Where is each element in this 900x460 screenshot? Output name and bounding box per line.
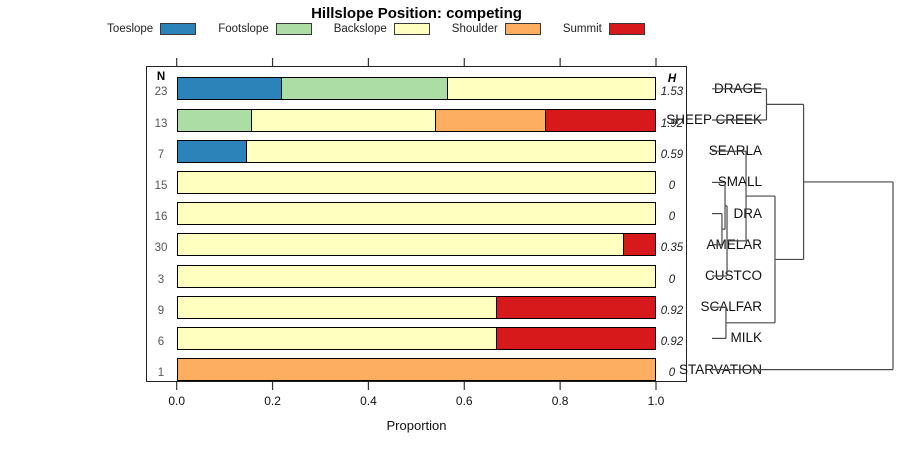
bar-segment-backslope — [177, 203, 655, 225]
plot-area-border — [146, 66, 687, 382]
row-label: MILK — [730, 330, 762, 346]
stacked-bar — [176, 326, 656, 350]
row-label: SMALL — [717, 174, 762, 190]
legend-item: Footslope — [218, 23, 312, 35]
shannon-h-value: 0 — [668, 179, 676, 192]
bar-segment-footslope — [177, 109, 252, 131]
legend-swatch — [504, 23, 541, 35]
bar-segment-backslope — [177, 296, 496, 318]
bar-segment-backslope — [251, 109, 435, 131]
stacked-bar — [176, 108, 656, 132]
n-value: 23 — [154, 86, 168, 99]
shannon-h-value: 0 — [668, 367, 676, 380]
bar-segment-summit — [544, 109, 655, 131]
row-label: SEARLA — [708, 143, 762, 159]
n-value: 3 — [157, 273, 165, 286]
legend-item: Shoulder — [452, 23, 541, 35]
x-tick-label: 0.6 — [455, 394, 473, 408]
x-axis-title: Proportion — [386, 418, 447, 433]
chart-title: Hillslope Position: competing — [311, 5, 522, 22]
x-tick-label: 0.0 — [168, 394, 186, 408]
bar-segment-footslope — [281, 78, 448, 100]
shannon-h-value: 0.59 — [660, 148, 684, 161]
stacked-bar — [176, 202, 656, 226]
n-value: 16 — [154, 211, 168, 224]
n-value: 7 — [157, 148, 165, 161]
shannon-h-value: 0.92 — [660, 335, 684, 348]
n-value: 6 — [157, 335, 165, 348]
shannon-h-value: 1.53 — [660, 86, 684, 99]
row-label: DRA — [733, 205, 762, 221]
legend-item: Toeslope — [107, 23, 197, 35]
legend-label: Shoulder — [451, 23, 498, 35]
shannon-h-value: 1.92 — [660, 117, 684, 130]
stacked-bar — [176, 264, 656, 288]
legend-label: Summit — [562, 23, 602, 35]
bar-segment-backslope — [245, 140, 655, 162]
n-value: 13 — [154, 117, 168, 130]
stacked-bar — [176, 170, 656, 194]
n-value: 30 — [154, 242, 168, 255]
bar-segment-backslope — [177, 171, 655, 193]
stacked-bar — [176, 139, 656, 163]
stacked-bar — [176, 233, 656, 257]
x-tick-label: 0.4 — [360, 394, 377, 408]
h-column-header: H — [667, 73, 677, 85]
legend-swatch — [608, 23, 645, 35]
n-value: 15 — [154, 179, 168, 192]
bar-segment-shoulder — [434, 109, 545, 131]
legend-label: Toeslope — [107, 23, 154, 35]
row-label: STARVATION — [678, 361, 762, 377]
legend-swatch — [275, 23, 312, 35]
shannon-h-value: 0 — [668, 273, 676, 286]
x-tick-label: 0.8 — [551, 394, 569, 408]
legend-label: Backslope — [333, 23, 387, 35]
legend-swatch — [160, 23, 197, 35]
bar-segment-toeslope — [177, 140, 246, 162]
x-tick-label: 0.2 — [264, 394, 281, 408]
n-value: 9 — [157, 304, 165, 317]
bar-segment-toeslope — [177, 78, 282, 100]
row-label: AMELAR — [706, 236, 762, 252]
bar-segment-backslope — [177, 327, 496, 349]
legend: Toeslope Footslope Backslope Shoulder Summit — [70, 23, 682, 35]
bar-segment-backslope — [177, 265, 655, 287]
stacked-bar — [176, 77, 656, 101]
bar-segment-summit — [623, 234, 655, 256]
bar-segment-backslope — [177, 234, 624, 256]
row-label: CUSTCO — [705, 268, 762, 283]
bar-segment-shoulder — [177, 359, 655, 381]
legend-label: Footslope — [218, 23, 269, 35]
legend-item: Summit — [563, 23, 645, 35]
shannon-h-value: 0 — [668, 211, 676, 224]
stacked-bar — [176, 295, 656, 319]
legend-item: Backslope — [334, 23, 430, 35]
x-tick-label: 1.0 — [647, 394, 665, 408]
stacked-bar — [176, 358, 656, 382]
bar-segment-backslope — [447, 78, 655, 100]
shannon-h-value: 0.92 — [660, 304, 684, 317]
n-column-header: N — [156, 71, 166, 83]
shannon-h-value: 0.35 — [660, 242, 684, 255]
bar-segment-summit — [495, 327, 655, 349]
n-value: 1 — [157, 367, 165, 380]
legend-swatch — [393, 23, 430, 35]
row-label: DRAGE — [713, 80, 762, 96]
bar-segment-summit — [495, 296, 655, 318]
row-label: SCALFAR — [700, 299, 762, 315]
